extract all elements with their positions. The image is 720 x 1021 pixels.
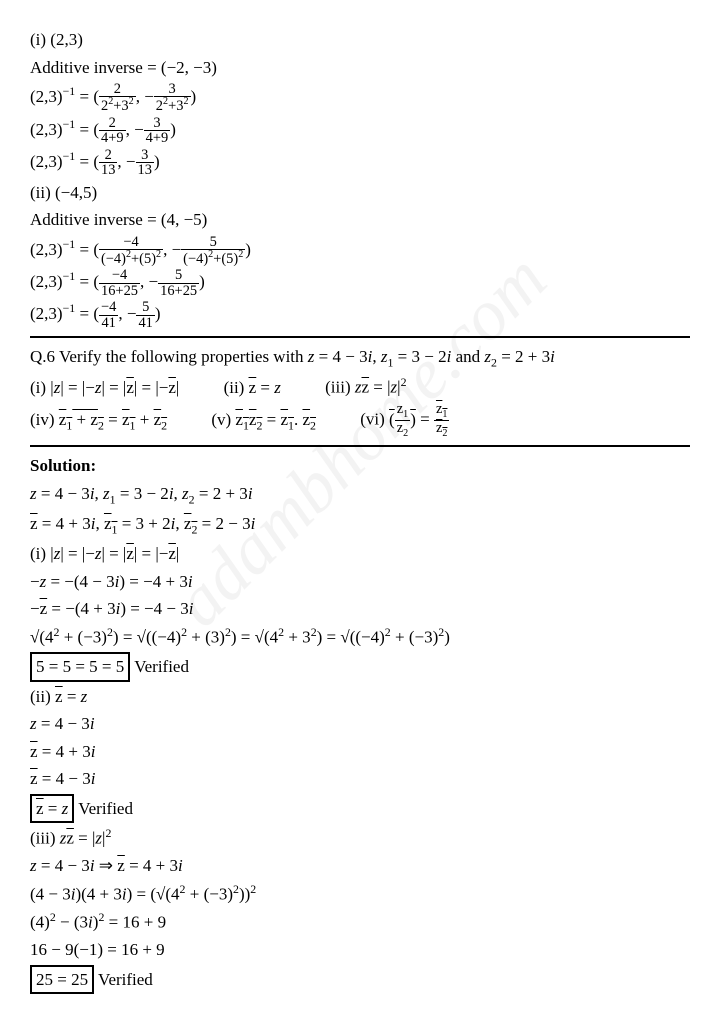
zbar-value: z = 4 + 3i (30, 739, 690, 765)
z-value: z = 4 − 3i (30, 711, 690, 737)
verify-ii: z = z Verified (30, 794, 690, 824)
eq-1: (2,3)−1 = (222+32, −322+32) (30, 82, 690, 114)
properties-row-1: (i) |z| = |−z| = |z| = |−z| (ii) z = z (… (30, 374, 690, 400)
divider-2 (30, 445, 690, 447)
verify-i: 5 = 5 = 5 = 5 Verified (30, 652, 690, 682)
verify-iii: 25 = 25 Verified (30, 965, 690, 995)
eq-3: (2,3)−1 = (213, −313) (30, 148, 690, 178)
additive-inverse-1: Additive inverse = (−2, −3) (30, 55, 690, 81)
divider-1 (30, 336, 690, 338)
q6-header: Q.6 Verify the following properties with… (30, 344, 690, 372)
solution-given: z = 4 − 3i, z1 = 3 − 2i, z2 = 2 + 3i (30, 481, 690, 509)
part-ii-label: (ii) (−4,5) (30, 180, 690, 206)
part-i-label: (i) (2,3) (30, 27, 690, 53)
properties-row-2: (iv) z1 + z2 = z1 + z2 (v) z1z2 = z1. z2… (30, 402, 690, 439)
additive-inverse-2: Additive inverse = (4, −5) (30, 207, 690, 233)
iii-sq: (4)2 − (3i)2 = 16 + 9 (30, 909, 690, 935)
eq-4: (2,3)−1 = (−4(−4)2+(5)2, −5(−4)2+(5)2) (30, 235, 690, 267)
eq-5: (2,3)−1 = (−416+25, −516+25) (30, 268, 690, 298)
sqrt-line: √(42 + (−3)2) = √((−4)2 + (3)2) = √(42 +… (30, 624, 690, 650)
iii-expand: (4 − 3i)(4 + 3i) = (√(42 + (−3)2))2 (30, 881, 690, 907)
eq-2: (2,3)−1 = (24+9, −34+9) (30, 116, 690, 146)
iii-given: z = 4 − 3i ⇒ z = 4 + 3i (30, 853, 690, 879)
neg-zbar: −z = −(4 + 3i) = −4 − 3i (30, 596, 690, 622)
part-ii-prop: (ii) z = z (30, 684, 690, 710)
part-iii-prop: (iii) zz = |z|2 (30, 825, 690, 851)
solution-conj: z = 4 + 3i, z1 = 3 + 2i, z2 = 2 − 3i (30, 511, 690, 539)
eq-6: (2,3)−1 = (−441, −541) (30, 300, 690, 330)
solution-label: Solution: (30, 453, 690, 479)
zbarbar-value: z = 4 − 3i (30, 766, 690, 792)
iii-simplify: 16 − 9(−1) = 16 + 9 (30, 937, 690, 963)
page-content: (i) (2,3) Additive inverse = (−2, −3) (2… (30, 27, 690, 994)
part-i-prop: (i) |z| = |−z| = |z| = |−z| (30, 541, 690, 567)
neg-z: −z = −(4 − 3i) = −4 + 3i (30, 569, 690, 595)
